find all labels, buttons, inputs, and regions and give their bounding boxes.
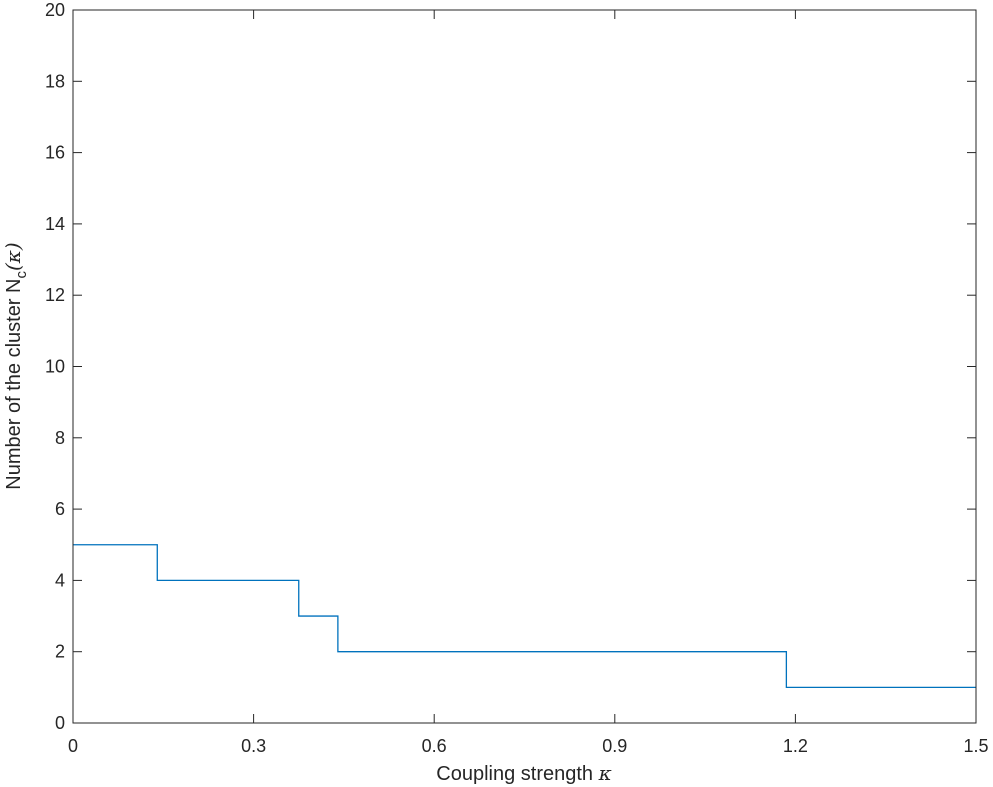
- x-tick-label: 0: [68, 736, 78, 756]
- y-tick-label: 10: [45, 357, 65, 377]
- x-tick-label: 0.3: [241, 736, 266, 756]
- x-axis-label-symbol: κ: [598, 761, 612, 785]
- y-tick-label: 0: [55, 713, 65, 733]
- series-line: [73, 544, 976, 688]
- x-axis-label: Coupling strength κ: [436, 761, 611, 785]
- y-tick-label: 14: [45, 214, 65, 234]
- y-tick-label: 20: [45, 0, 65, 20]
- y-tick-label: 6: [55, 499, 65, 519]
- tick-marks: [72, 9, 977, 724]
- plot-frame: [72, 9, 977, 724]
- y-axis-label: Number of the cluster Nc(κ): [1, 242, 30, 489]
- x-axis-label-text: Coupling strength: [436, 763, 593, 785]
- x-tick-label: 1.5: [963, 736, 988, 756]
- y-tick-label: 18: [45, 71, 65, 91]
- y-axis-label-kappa: (κ): [1, 242, 25, 271]
- y-tick-label: 2: [55, 642, 65, 662]
- y-tick-label: 8: [55, 428, 65, 448]
- x-tick-labels: 0 0.3 0.6 0.9 1.2 1.5: [68, 736, 989, 756]
- y-tick-label: 4: [55, 570, 65, 590]
- y-axis-label-text: Number of the cluster N: [3, 279, 25, 490]
- y-tick-label: 16: [45, 143, 65, 163]
- x-tick-label: 0.6: [422, 736, 447, 756]
- y-tick-label: 12: [45, 285, 65, 305]
- y-tick-labels: 0 2 4 6 8 10 12 14 16 18 20: [45, 0, 65, 733]
- x-tick-label: 0.9: [602, 736, 627, 756]
- y-axis-label-subscript: c: [13, 271, 30, 279]
- x-tick-label: 1.2: [783, 736, 808, 756]
